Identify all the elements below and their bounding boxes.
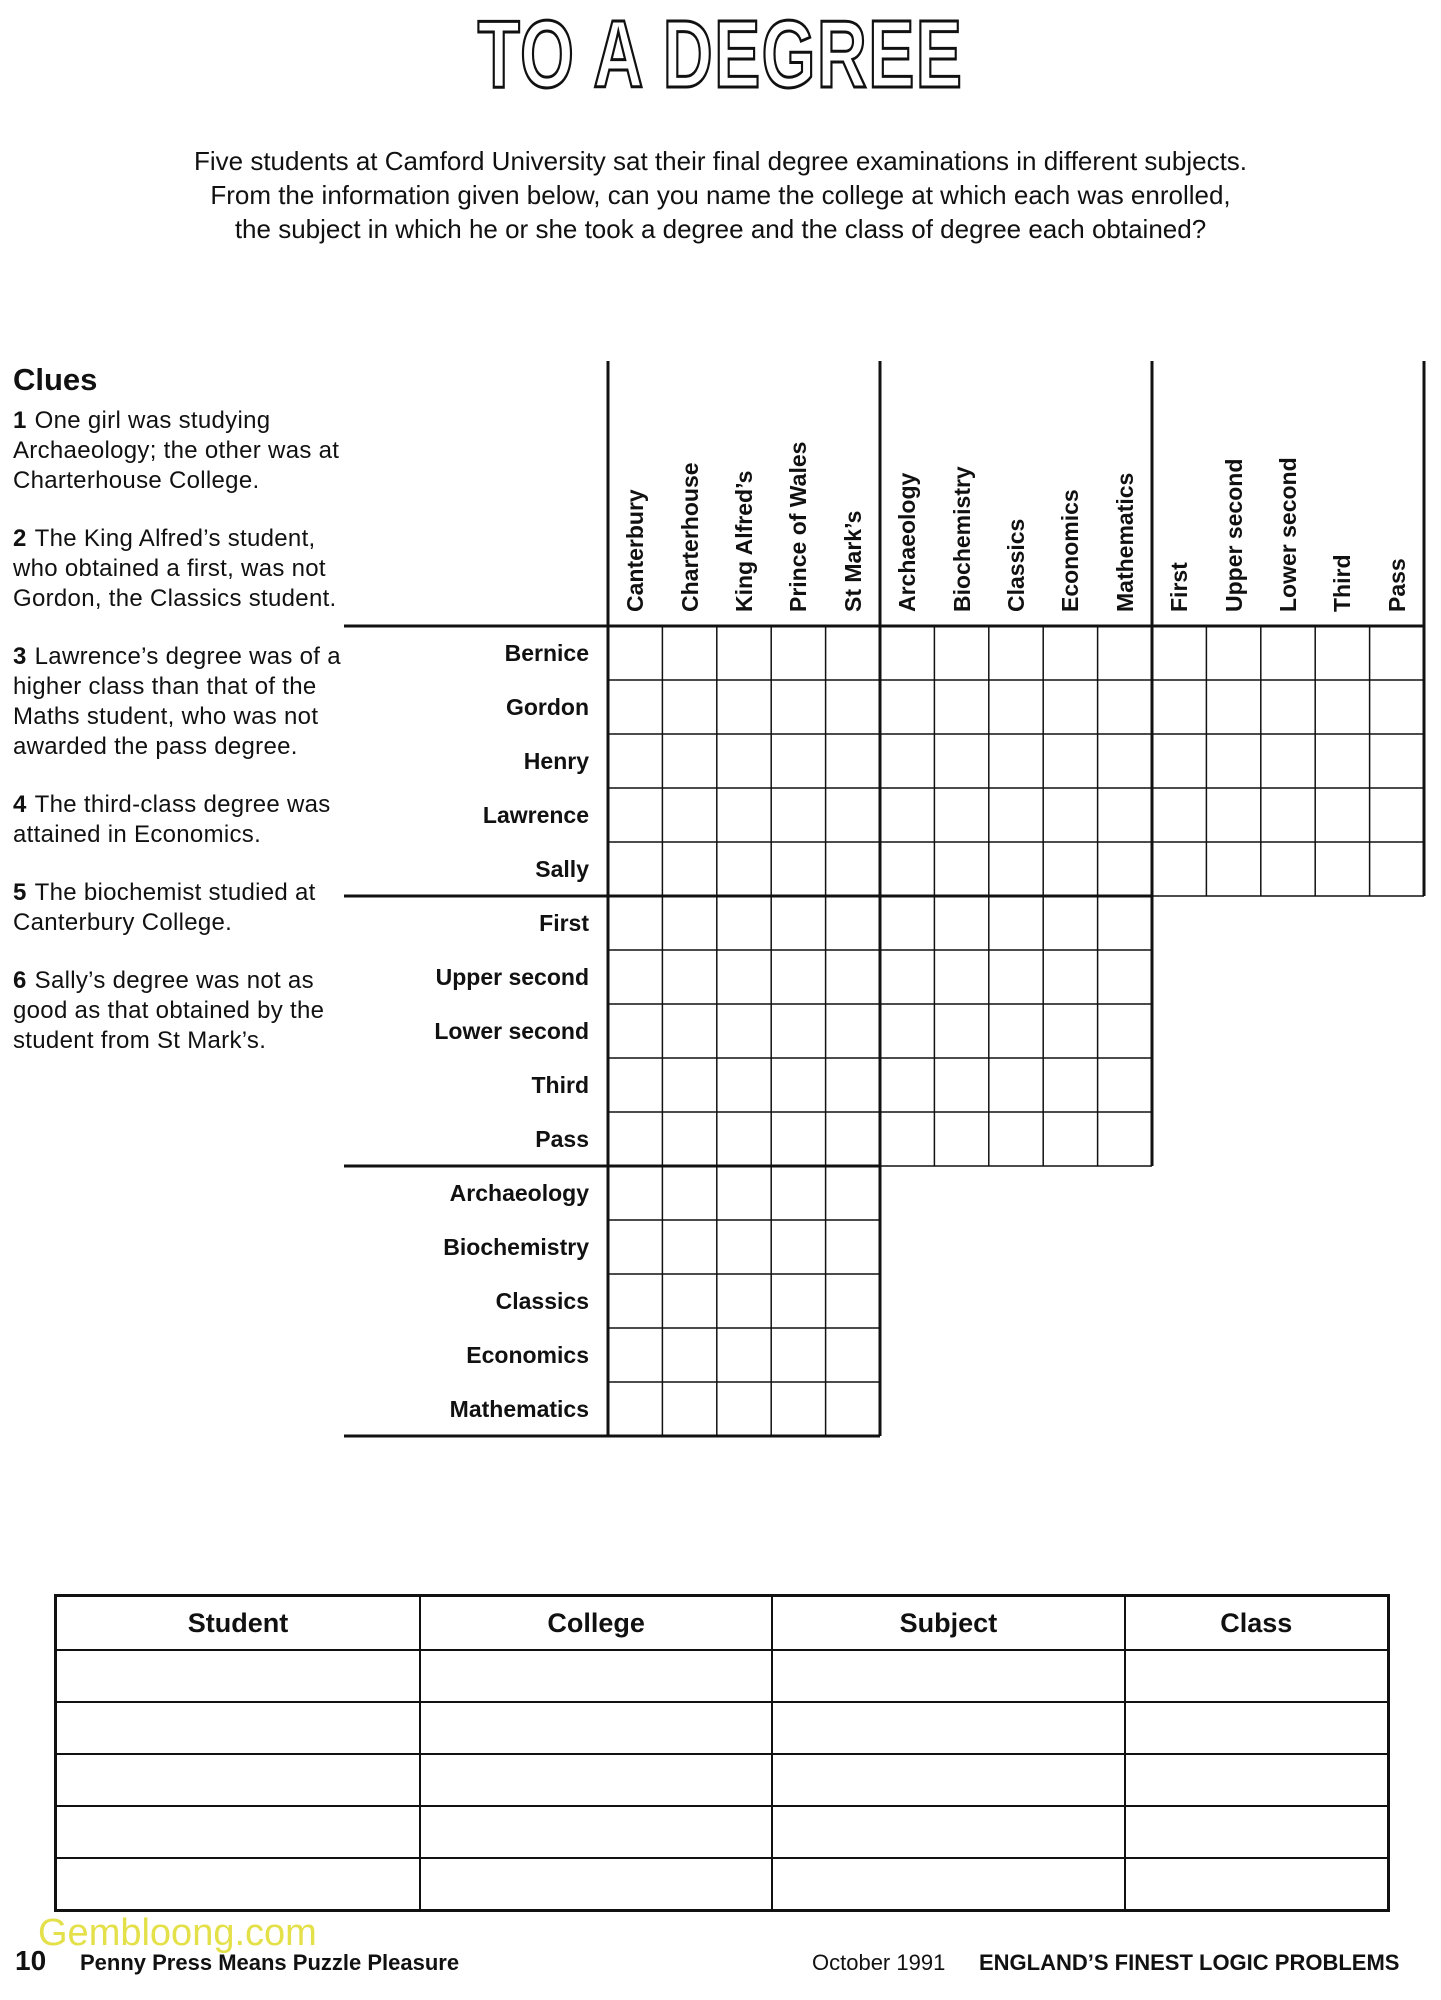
table-cell [771, 1805, 1126, 1859]
clue-number: 1 [13, 407, 27, 434]
intro-line: From the information given below, can yo… [210, 180, 1231, 210]
row-label: Sally [535, 856, 589, 882]
column-header: Third [1329, 554, 1356, 613]
clue-number: 4 [13, 791, 27, 818]
footer-date: October 1991 [812, 1950, 946, 1975]
table-header: Student [54, 1594, 422, 1651]
table-row [54, 1805, 1390, 1859]
footer-right: ENGLAND’S FINEST LOGIC PROBLEMS [979, 1950, 1400, 1975]
row-label: Bernice [504, 640, 589, 666]
row-label: Biochemistry [443, 1234, 589, 1260]
table-cell [419, 1857, 774, 1912]
row-label: Lawrence [482, 802, 589, 828]
table-row [54, 1857, 1390, 1912]
table-cell [419, 1753, 774, 1807]
clue: 5 The biochemist studied at Canterbury Co… [13, 878, 348, 938]
column-header: Pass [1383, 558, 1410, 612]
clue-text: The biochemist studied at Canterbury Col… [13, 879, 316, 936]
clue: 1 One girl was studying Archaeology; the … [13, 406, 348, 496]
table-cell [1123, 1649, 1390, 1703]
clue: 3 Lawrence’s degree was of a higher class… [13, 642, 348, 762]
column-header: Biochemistry [948, 466, 975, 612]
table-cell [771, 1753, 1126, 1807]
table-cell [54, 1805, 422, 1859]
table-header: Subject [771, 1594, 1126, 1651]
clue-number: 5 [13, 879, 27, 906]
table-cell [54, 1857, 422, 1912]
table-cell [419, 1701, 774, 1755]
clue-text: One girl was studying Archaeology; the o… [13, 407, 340, 494]
table-row [54, 1701, 1390, 1755]
row-label: Pass [535, 1126, 589, 1152]
clue-number: 2 [13, 525, 27, 552]
table-cell [54, 1753, 422, 1807]
title: TO A DEGREE [477, 0, 964, 110]
clue-text: The third-class degree was attained in E… [13, 791, 331, 848]
intro-line: Five students at Camford University sat … [193, 146, 1248, 176]
row-label: Third [531, 1072, 590, 1098]
table-row [54, 1649, 1390, 1703]
row-label: Mathematics [449, 1396, 589, 1422]
watermark: Gembloong.com [38, 1912, 317, 1954]
intro-line: the subject in which he or she took a de… [234, 214, 1207, 244]
row-label: Upper second [435, 964, 589, 990]
column-header: Prince of Wales [785, 441, 812, 612]
clues-heading: Clues [13, 362, 98, 397]
clues: Clues 1 One girl was studying Archaeology… [13, 362, 348, 1084]
table-cell [1123, 1701, 1390, 1755]
row-label: Lower second [434, 1018, 589, 1044]
table-cell [771, 1857, 1126, 1912]
column-header: St Mark’s [839, 510, 866, 612]
clue-text: Lawrence’s degree was of a higher class … [13, 643, 341, 760]
column-header: Charterhouse [676, 462, 703, 612]
column-header: King Alfred’s [731, 470, 757, 612]
clue-text: The King Alfred’s student, who obtained … [13, 525, 337, 612]
intro: Five students at Camford University sat … [0, 144, 1441, 246]
clue-text: Sally’s degree was not as good as that o… [13, 967, 325, 1054]
row-label: Gordon [505, 694, 589, 720]
row-label: Henry [523, 748, 589, 774]
table-cell [54, 1649, 422, 1703]
table-cell [419, 1805, 774, 1859]
column-header: Classics [1003, 518, 1029, 612]
table-cell [54, 1701, 422, 1755]
column-header: Archaeology [894, 472, 921, 612]
answer-table: Student College Subject Class [54, 1594, 1390, 1912]
grid [344, 361, 1426, 1438]
column-header: Canterbury [622, 489, 649, 612]
row-label: Economics [466, 1342, 589, 1368]
footer-left: Penny Press Means Puzzle Pleasure [80, 1950, 460, 1975]
clue: 4 The third-class degree was attained in … [13, 790, 348, 850]
table-cell [1123, 1805, 1390, 1859]
table-row [54, 1753, 1390, 1807]
row-label: Archaeology [449, 1180, 589, 1206]
table-header: Class [1123, 1594, 1390, 1651]
column-header: Mathematics [1111, 472, 1138, 612]
clue-number: 3 [13, 643, 27, 670]
row-label: Classics [495, 1288, 589, 1314]
table-cell [771, 1649, 1126, 1703]
row-label: First [539, 910, 589, 936]
table-cell [1123, 1857, 1390, 1912]
column-header: Upper second [1220, 458, 1247, 612]
clue: 6 Sally’s degree was not as good as that … [13, 966, 348, 1056]
clue-number: 6 [13, 967, 27, 994]
page-number: 10 [15, 1945, 47, 1976]
table-cell [419, 1649, 774, 1703]
column-header: Lower second [1275, 457, 1301, 612]
table-header: College [419, 1594, 774, 1651]
column-header: First [1166, 562, 1193, 612]
clue: 2 The King Alfred’s student, who obtained… [13, 524, 348, 614]
table-cell [771, 1701, 1126, 1755]
column-header: Economics [1057, 489, 1084, 612]
table-cell [1123, 1753, 1390, 1807]
